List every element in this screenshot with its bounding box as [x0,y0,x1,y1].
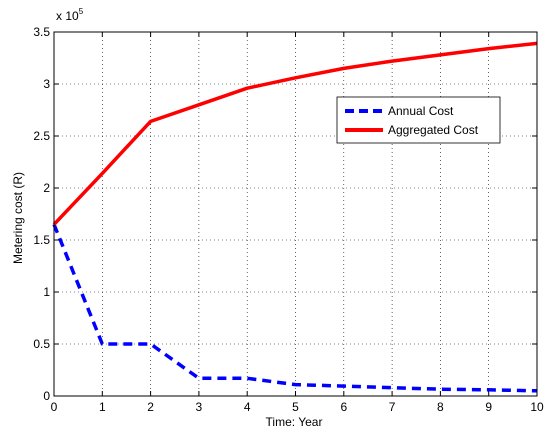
y-multiplier-exponent: 5 [79,7,84,16]
y-tick-label: 2.5 [33,129,50,143]
series-layer [52,41,538,393]
x-tick-label: 10 [530,400,544,414]
x-tick-label: 5 [292,400,299,414]
x-axis-label: Time: Year [266,415,323,429]
x-tick-label: 1 [99,400,106,414]
legend-label-aggregated-cost: Aggregated Cost [388,123,479,137]
y-tick-label: 3 [43,77,50,91]
legend-label-annual-cost: Annual Cost [388,104,454,118]
x-tick-labels: 0 1 2 3 4 5 6 7 8 9 10 [51,400,544,414]
x-tick-label: 6 [340,400,347,414]
x-tick-label: 3 [196,400,203,414]
y-multiplier-base: x 10 [56,9,79,23]
y-tick-label: 2 [43,181,50,195]
y-tick-label: 0.5 [33,337,50,351]
y-axis-label: Metering cost (R) [11,172,25,264]
x-tick-label: 4 [244,400,251,414]
y-tick-label: 0 [43,389,50,403]
x-tick-label: 7 [389,400,396,414]
grid [54,32,537,396]
x-tick-label: 8 [437,400,444,414]
series-line-aggregated-cost [52,41,538,226]
x-tick-label: 9 [485,400,492,414]
series-line-annual-cost [52,223,538,393]
y-tick-labels: 0 0.5 1 1.5 2 2.5 3 3.5 [33,25,50,403]
x-tick-label: 2 [147,400,154,414]
y-tick-label: 1.5 [33,233,50,247]
y-multiplier: x 105 [56,7,84,23]
y-tick-label: 1 [43,285,50,299]
y-tick-label: 3.5 [33,25,50,39]
legend: Annual Cost Aggregated Cost [336,96,501,144]
x-tick-label: 0 [51,400,58,414]
legend-box [336,96,501,144]
axis-ticks [53,31,538,397]
